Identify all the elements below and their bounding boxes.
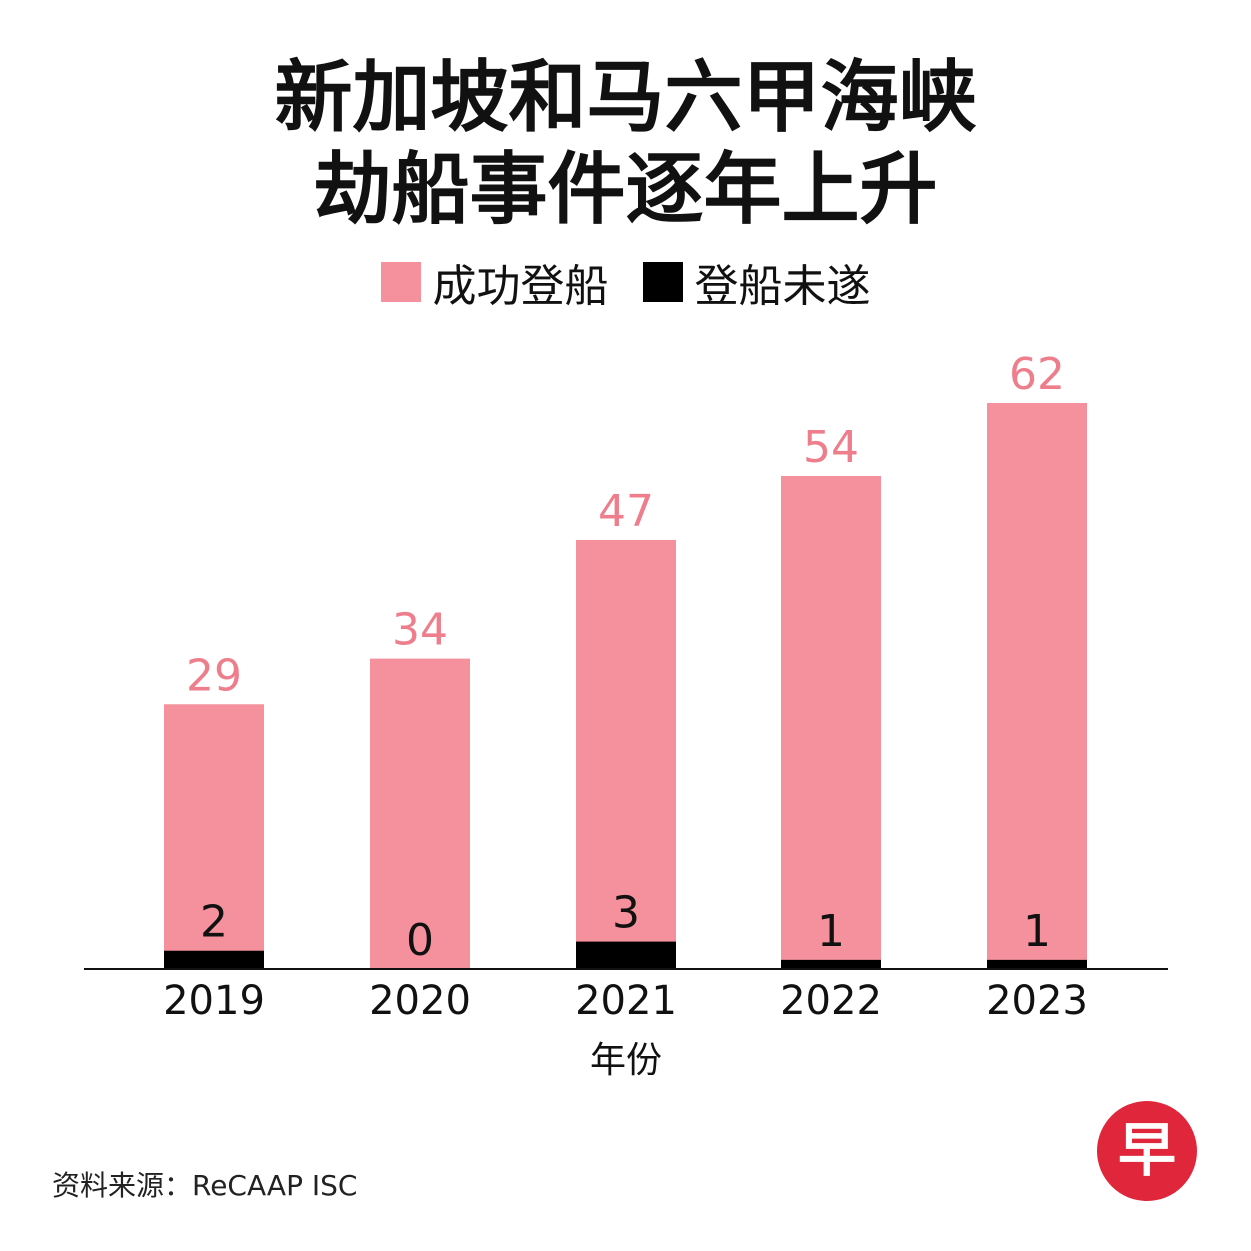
- legend-swatch-attempted: [642, 262, 683, 302]
- x-tick-2023: 2023: [986, 978, 1088, 1024]
- bar-boarded-2023: [987, 403, 1087, 969]
- chart-title: 新加坡和马六甲海峡 劫船事件逐年上升: [0, 52, 1251, 236]
- logo-glyph: 早: [1118, 1116, 1176, 1184]
- bar-boarded-2020: [370, 658, 470, 969]
- label-attempted-2021: 3: [612, 888, 640, 939]
- logo-circle: [1097, 1101, 1197, 1201]
- bar-boarded-2019: [164, 704, 264, 969]
- zaobao-logo: 早: [1097, 1101, 1197, 1201]
- legend-swatch-boarded: [380, 262, 421, 302]
- x-tick-2022: 2022: [780, 978, 882, 1024]
- source-note: 资料来源：ReCAAP ISC: [52, 1169, 358, 1202]
- bar-boarded-2021: [576, 539, 676, 969]
- legend-item-boarded: 成功登船: [380, 250, 609, 314]
- chart-title-line-1: 新加坡和马六甲海峡: [274, 53, 977, 143]
- bar-attempted-2021: [576, 941, 676, 969]
- x-tick-2020: 2020: [369, 978, 471, 1024]
- label-boarded-2020: 34: [392, 605, 448, 656]
- label-boarded-2019: 29: [186, 650, 242, 701]
- legend-label-boarded: 成功登船: [432, 261, 609, 312]
- label-boarded-2023: 62: [1009, 349, 1065, 400]
- label-attempted-2023: 1: [1023, 906, 1051, 957]
- legend: 成功登船 登船未遂: [0, 250, 1251, 314]
- label-attempted-2019: 2: [200, 897, 228, 948]
- bar-attempted-2023: [987, 959, 1087, 969]
- label-attempted-2020: 0: [406, 915, 434, 966]
- label-attempted-2022: 1: [817, 906, 845, 957]
- legend-item-attempted: 登船未遂: [642, 250, 871, 314]
- x-axis-label: 年份: [590, 1040, 662, 1081]
- label-boarded-2021: 47: [598, 486, 654, 537]
- x-tick-2021: 2021: [575, 978, 677, 1024]
- legend-label-attempted: 登船未遂: [694, 261, 871, 312]
- bar-attempted-2022: [781, 959, 881, 969]
- bar-attempted-2019: [164, 950, 264, 969]
- label-boarded-2022: 54: [803, 422, 859, 473]
- chart-title-line-2: 劫船事件逐年上升: [313, 145, 938, 235]
- bar-boarded-2022: [781, 476, 881, 969]
- x-tick-2019: 2019: [163, 978, 265, 1024]
